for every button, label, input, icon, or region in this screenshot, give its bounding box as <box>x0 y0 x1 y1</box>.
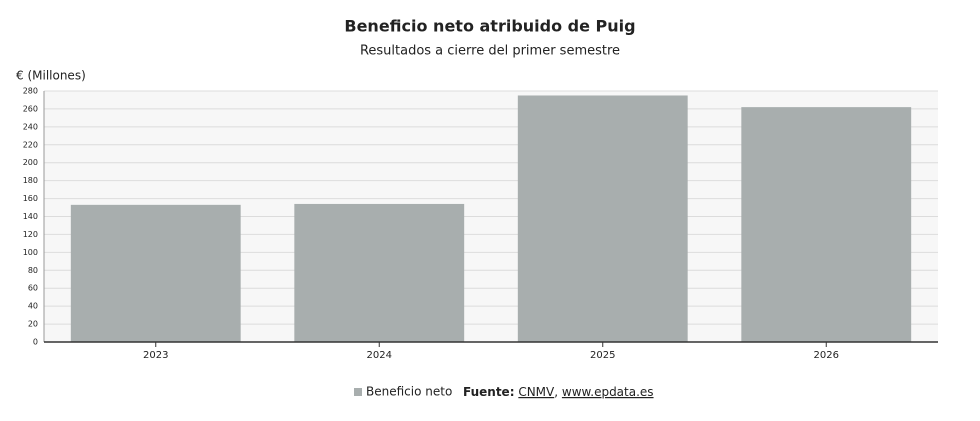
bar <box>70 204 241 342</box>
y-tick-label: 40 <box>28 302 38 311</box>
y-tick-label: 260 <box>23 104 38 113</box>
x-tick-label: 2023 <box>143 350 168 361</box>
source-label: Fuente: <box>463 385 515 399</box>
y-tick-label: 220 <box>23 140 38 149</box>
chart-subtitle: Resultados a cierre del primer semestre <box>360 44 620 59</box>
source-link[interactable]: CNMV <box>518 385 555 399</box>
y-tick-label: 20 <box>28 320 38 329</box>
bar <box>741 107 912 342</box>
y-tick-label: 180 <box>23 176 38 185</box>
source: Fuente: CNMV, www.epdata.es <box>463 385 654 399</box>
y-axis-label: € (Millones) <box>16 69 86 83</box>
source-separator: , <box>554 385 558 399</box>
y-tick-label: 0 <box>33 338 38 347</box>
legend-label: Beneficio neto <box>366 385 452 399</box>
x-tick-label: 2026 <box>814 350 839 361</box>
x-tick-label: 2024 <box>367 350 392 361</box>
y-tick-label: 120 <box>23 230 38 239</box>
legend-swatch <box>354 388 362 396</box>
bar <box>517 95 688 342</box>
y-tick-label: 160 <box>23 194 38 203</box>
bar <box>294 203 465 342</box>
y-tick-label: 200 <box>23 158 38 167</box>
y-tick-label: 80 <box>28 266 38 275</box>
y-tick-label: 60 <box>28 284 38 293</box>
x-tick-label: 2025 <box>590 350 615 361</box>
y-tick-label: 140 <box>23 212 38 221</box>
y-tick-label: 280 <box>23 87 38 96</box>
y-tick-label: 100 <box>23 248 38 257</box>
y-tick-label: 240 <box>23 122 38 131</box>
chart-title: Beneficio neto atribuido de Puig <box>344 17 635 36</box>
source-link[interactable]: www.epdata.es <box>562 385 654 399</box>
